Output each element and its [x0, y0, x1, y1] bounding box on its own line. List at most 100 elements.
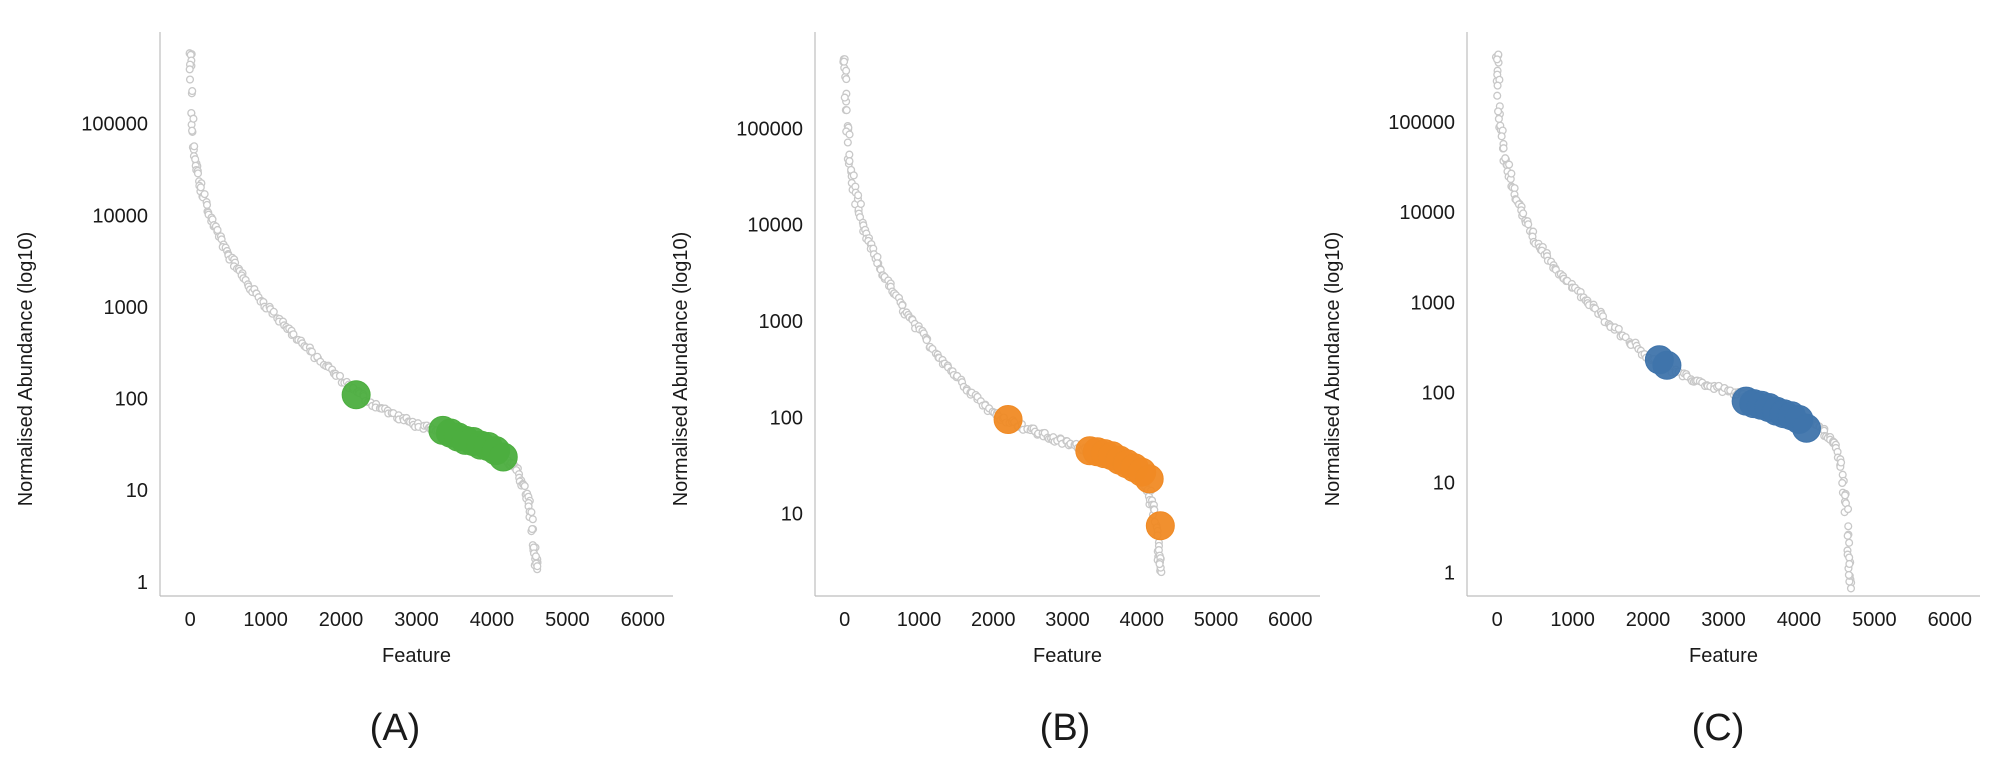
- y-tick-label: 100: [115, 389, 148, 411]
- x-tick-label: 5000: [1194, 609, 1239, 631]
- feature-point: [843, 138, 852, 147]
- feature-point: [527, 508, 536, 517]
- feature-point: [1837, 458, 1846, 467]
- x-tick-label: 0: [185, 609, 196, 631]
- x-tick-label: 2000: [319, 609, 364, 631]
- x-tick-label: 2000: [1626, 609, 1671, 631]
- feature-point: [531, 552, 540, 561]
- x-tick-label: 3000: [394, 609, 439, 631]
- feature-points: [185, 49, 542, 574]
- highlighted-point: [341, 380, 371, 410]
- feature-point: [335, 371, 345, 380]
- y-tick-label: 10000: [1399, 202, 1455, 224]
- feature-point: [849, 171, 858, 180]
- feature-point: [1844, 570, 1853, 579]
- chart-panel-3: 1 10 100 1000 10000 100000 0 1000 2000 3000 4000 50…: [1322, 32, 1980, 749]
- feature-point: [188, 126, 197, 135]
- feature-point: [190, 142, 199, 151]
- feature-point: [1507, 169, 1516, 178]
- y-tick-label: 1000: [759, 311, 804, 333]
- feature-point: [213, 225, 222, 234]
- feature-point: [269, 307, 278, 316]
- feature-points: [839, 55, 1166, 577]
- feature-point: [1493, 81, 1502, 90]
- feature-point: [200, 190, 209, 199]
- feature-point: [1524, 220, 1533, 229]
- y-tick-label: 100: [770, 407, 803, 429]
- feature-point: [922, 335, 931, 345]
- x-tick-label: 5000: [1852, 609, 1897, 631]
- y-tick-label: 1000: [104, 297, 149, 319]
- highlighted-point: [1134, 464, 1164, 494]
- feature-point: [1843, 505, 1853, 514]
- feature-point: [191, 155, 200, 164]
- y-axis-title: Normalised Abundance (log10): [1322, 232, 1344, 507]
- highlighted-point: [1652, 350, 1682, 380]
- x-axis-title: Feature: [1689, 645, 1758, 667]
- x-axis-title: Feature: [1033, 645, 1102, 667]
- x-tick-label: 5000: [545, 609, 590, 631]
- x-tick-label: 1000: [897, 609, 942, 631]
- feature-point: [528, 524, 537, 534]
- highlighted-point: [488, 442, 518, 472]
- x-tick-label: 6000: [1928, 609, 1973, 631]
- feature-point: [1501, 154, 1510, 163]
- feature-point: [842, 75, 851, 84]
- feature-point: [188, 87, 197, 96]
- y-tick-label: 10: [781, 504, 803, 526]
- feature-point: [193, 169, 203, 178]
- x-tick-label: 6000: [621, 609, 666, 631]
- feature-point: [528, 515, 537, 524]
- y-tick-label: 100000: [81, 114, 148, 136]
- feature-point: [1155, 560, 1164, 569]
- panel-caption: (A): [370, 707, 421, 749]
- x-axis-title: Feature: [382, 645, 451, 667]
- feature-point: [854, 191, 863, 200]
- feature-point: [856, 199, 865, 209]
- y-tick-label: 10000: [747, 215, 803, 237]
- y-tick-label: 1: [1444, 563, 1455, 585]
- feature-point: [840, 57, 849, 66]
- feature-point: [1497, 132, 1506, 141]
- x-tick-label: 4000: [1120, 609, 1165, 631]
- feature-point: [202, 200, 212, 209]
- feature-point: [1494, 114, 1503, 123]
- feature-point: [1838, 478, 1847, 488]
- feature-point: [1845, 559, 1854, 569]
- y-tick-label: 100: [1422, 382, 1455, 404]
- feature-point: [1499, 144, 1508, 153]
- y-tick-label: 10000: [92, 205, 148, 227]
- feature-point: [1845, 538, 1854, 547]
- x-tick-label: 4000: [1777, 609, 1822, 631]
- panel-caption: (C): [1692, 707, 1745, 749]
- highlighted-point: [1791, 413, 1821, 443]
- feature-point: [840, 93, 849, 102]
- y-axis-title: Normalised Abundance (log10): [670, 232, 692, 507]
- highlighted-point: [1145, 511, 1175, 541]
- feature-point: [185, 75, 195, 84]
- y-axis-title: Normalised Abundance (log10): [15, 232, 37, 507]
- feature-point: [533, 562, 542, 571]
- feature-point: [1494, 107, 1503, 116]
- feature-point: [1844, 522, 1853, 531]
- x-tick-label: 0: [839, 609, 850, 631]
- chart-panel-1: 1 10 100 1000 10000 100000 0 1000 2000 3000 4000 50…: [15, 32, 673, 749]
- x-tick-label: 1000: [243, 609, 288, 631]
- feature-point: [1505, 160, 1514, 169]
- highlighted-points: [1644, 345, 1821, 443]
- chart-panel-2: 10 100 1000 10000 100000 0 1000 2000 3000 4000 500…: [670, 32, 1320, 749]
- x-tick-label: 1000: [1550, 609, 1595, 631]
- x-tick-label: 6000: [1268, 609, 1313, 631]
- feature-point: [189, 114, 198, 123]
- feature-point: [1846, 584, 1856, 593]
- y-tick-label: 100000: [736, 118, 803, 140]
- feature-point: [842, 66, 851, 75]
- y-tick-label: 100000: [1388, 112, 1455, 134]
- feature-point: [1519, 209, 1528, 218]
- feature-point: [1843, 531, 1852, 540]
- feature-point: [196, 183, 205, 192]
- feature-point: [185, 65, 194, 74]
- x-tick-label: 4000: [470, 609, 515, 631]
